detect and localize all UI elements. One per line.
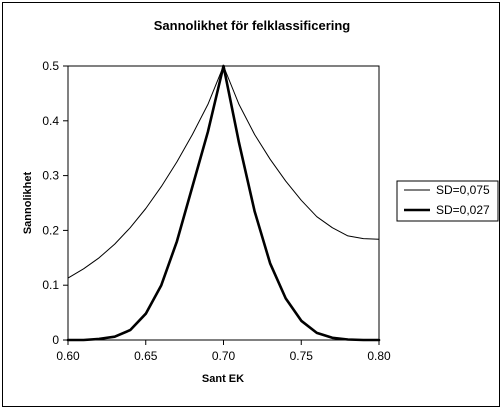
y-tick-label: 0.3 xyxy=(42,169,59,183)
y-tick-label: 0.4 xyxy=(42,114,59,128)
y-axis: 0 0.1 0.2 0.3 0.4 0.5 xyxy=(42,59,68,347)
x-tick-label: 0.80 xyxy=(367,349,391,363)
legend-label: SD=0,027 xyxy=(436,203,490,217)
x-tick-label: 0.60 xyxy=(56,349,80,363)
y-tick-label: 0.1 xyxy=(42,278,59,292)
x-axis: 0.60 0.65 0.70 0.75 0.80 xyxy=(56,340,391,363)
series-group xyxy=(66,64,381,342)
y-tick-label: 0 xyxy=(52,333,59,347)
y-tick-label: 0.2 xyxy=(42,223,59,237)
chart-title: Sannolikhet för felklassificering xyxy=(154,18,351,33)
legend-label: SD=0,075 xyxy=(436,183,490,197)
y-axis-title: Sannolikhet xyxy=(22,171,34,234)
plot-area xyxy=(67,65,380,341)
y-tick-label: 0.5 xyxy=(42,59,59,73)
legend-box xyxy=(396,180,499,222)
series-line-2 xyxy=(66,64,381,342)
x-tick-label: 0.65 xyxy=(134,349,158,363)
x-axis-title: Sant EK xyxy=(202,373,244,385)
x-tick-label: 0.70 xyxy=(212,349,236,363)
legend: SD=0,075 SD=0,027 xyxy=(396,180,499,222)
x-tick-label: 0.75 xyxy=(290,349,314,363)
